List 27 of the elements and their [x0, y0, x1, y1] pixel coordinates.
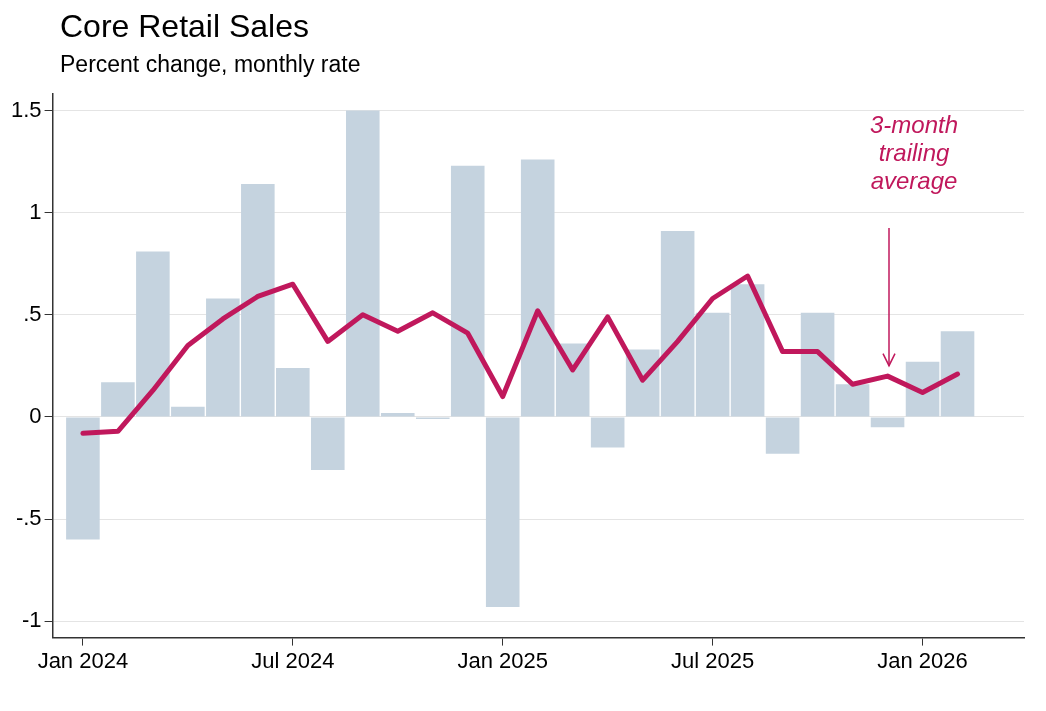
chart-title: Core Retail Sales [60, 8, 310, 45]
x-tick-label: Jan 2025 [457, 647, 548, 673]
bar [311, 417, 345, 471]
bar [870, 417, 905, 428]
bar [660, 231, 695, 417]
y-tick-label: -1 [22, 607, 42, 633]
y-tick-label: 1.5 [10, 96, 42, 122]
bar [695, 312, 730, 417]
y-tick-label: -.5 [15, 505, 42, 531]
bar [940, 331, 975, 417]
annotation: 3-month trailing average [869, 110, 959, 194]
bar [66, 417, 100, 540]
bar [835, 384, 870, 417]
bar [590, 417, 625, 448]
bar [485, 417, 520, 607]
x-tick-label: Jul 2025 [671, 647, 755, 673]
x-tick-label: Jul 2024 [251, 647, 335, 673]
x-tick-label: Jan 2026 [877, 647, 968, 673]
y-tick-label: 1 [29, 198, 42, 224]
bar [765, 417, 800, 454]
bar [450, 165, 485, 417]
bar [730, 284, 765, 417]
chart-subtitle: Percent change, monthly rate [60, 51, 362, 78]
y-tick-label: 0 [29, 403, 42, 429]
x-tick-label: Jan 2024 [37, 647, 129, 673]
y-tick-label: .5 [23, 300, 42, 326]
bar [800, 312, 835, 417]
